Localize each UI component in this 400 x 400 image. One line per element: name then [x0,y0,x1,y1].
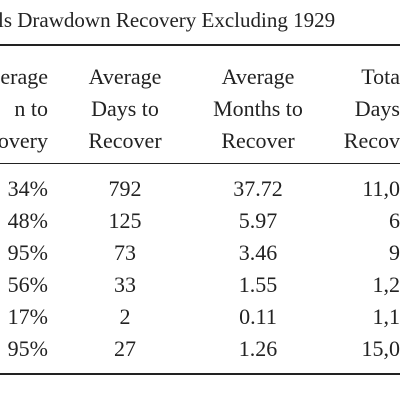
table-cell: 1,1 [372,304,400,329]
column-header: Recov [343,128,400,153]
top-rule [0,44,400,46]
table-cell: 5.97 [238,208,278,233]
table-cell: 1,2 [372,272,400,297]
table-cell: 1.55 [238,272,278,297]
column-header: Average [88,64,162,89]
column-header: Days to [91,96,159,121]
table-cell: 48% [7,208,48,233]
table-cell: 95% [7,336,48,361]
table-cell: 27 [114,336,136,361]
table-cell: 33 [114,272,136,297]
column-header: Recover [221,128,295,153]
bottom-rule [0,373,400,375]
table-cell: 56% [7,272,48,297]
table-cell: 1.26 [238,336,278,361]
column-header: n to [14,96,48,121]
column-header: erage [0,64,48,89]
column-header: Tota [361,64,400,89]
column-header: Recover [88,128,162,153]
table-cell: 17% [7,304,48,329]
table-title: ls Drawdown Recovery Excluding 1929 [0,8,336,32]
column-header: Average [221,64,295,89]
table-cell: 15,0 [361,336,400,361]
table-cell: 125 [108,208,142,233]
table-cell: 792 [108,176,142,201]
table-cell: 6 [389,208,400,233]
column-header: Months to [213,96,303,121]
column-header: Days [354,96,400,121]
table-cell: 73 [114,240,136,265]
table-cell: 95% [7,240,48,265]
table-cell: 37.72 [233,176,283,201]
column-header: overy [0,128,48,153]
table-cell: 0.11 [239,304,277,329]
table-cell: 34% [7,176,48,201]
header-rule [0,163,400,164]
table-cell: 11,0 [362,176,400,201]
table-cell: 3.46 [238,240,278,265]
table-cell: 2 [119,304,131,329]
table-cell: 9 [389,240,400,265]
